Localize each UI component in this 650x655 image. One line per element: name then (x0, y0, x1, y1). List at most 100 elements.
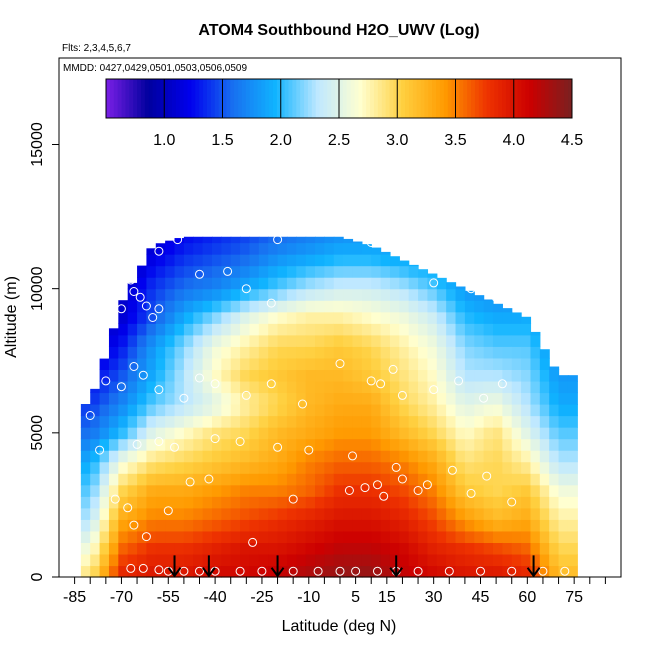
heatmap-cell (305, 507, 316, 520)
heatmap-cell (80, 404, 91, 417)
heatmap-cell (296, 380, 307, 394)
sample-point (138, 370, 148, 380)
heatmap-cell (446, 380, 457, 394)
heatmap-cell (474, 380, 485, 394)
heatmap-cell (221, 357, 232, 370)
heatmap-cell (521, 507, 532, 520)
heatmap-cell (230, 461, 241, 474)
heatmap-cell (211, 277, 222, 290)
heatmap-cell (137, 553, 148, 567)
heatmap-cell (221, 473, 232, 486)
colorbar-swatch (471, 79, 476, 118)
heatmap-cell (324, 346, 335, 359)
heatmap-cell (446, 323, 457, 336)
heatmap-cell (464, 484, 475, 497)
heatmap-cell (399, 427, 410, 440)
heatmap-cell (521, 415, 532, 428)
heatmap-cell (258, 334, 269, 347)
heatmap-cell (118, 404, 129, 417)
heatmap-cell (343, 542, 354, 555)
heatmap-cell (558, 380, 569, 394)
heatmap-cell (165, 473, 176, 486)
heatmap-cell (315, 242, 325, 255)
heatmap-cell (315, 323, 325, 336)
heatmap-cell (408, 369, 419, 382)
heatmap-cell (211, 565, 222, 578)
heatmap-cell (221, 346, 232, 359)
heatmap-cell (211, 323, 222, 336)
heatmap-cell (380, 496, 391, 509)
heatmap-cell (268, 334, 279, 347)
heatmap-cell (221, 380, 232, 394)
heatmap-cell (352, 519, 363, 532)
heatmap-cell (174, 254, 185, 267)
heatmap-cell (165, 254, 176, 267)
heatmap-cell (202, 496, 213, 509)
colorbar-swatch (428, 79, 433, 118)
heatmap-cell (99, 450, 110, 463)
heatmap-cell (268, 461, 279, 474)
heatmap-cell (277, 277, 288, 290)
heatmap-cell (371, 357, 382, 370)
heatmap-cell (464, 415, 475, 428)
heatmap-cell (315, 288, 325, 301)
heatmap-cell (165, 277, 176, 290)
colorbar-swatch (164, 79, 169, 118)
heatmap-cell (211, 392, 222, 405)
heatmap-cell (502, 369, 513, 382)
heatmap-cell (455, 334, 466, 347)
heatmap-cell (380, 484, 391, 497)
heatmap-cell (558, 484, 569, 497)
heatmap-cell (249, 438, 260, 451)
colorbar-swatch (249, 79, 255, 118)
colorbar-swatch (203, 79, 208, 118)
colorbar-swatch (513, 79, 519, 118)
heatmap-cell (352, 241, 363, 244)
heatmap-cell (446, 473, 457, 486)
heatmap-cell (315, 311, 325, 324)
heatmap-cell (296, 369, 307, 382)
heatmap-cell (389, 484, 400, 497)
heatmap-cell (333, 461, 344, 474)
heatmap-cell (389, 277, 400, 290)
heatmap-cell (464, 346, 475, 359)
heatmap-cell (427, 392, 438, 405)
heatmap-cell (296, 300, 307, 313)
heatmap-cell (230, 507, 241, 520)
heatmap-cell (371, 277, 382, 290)
heatmap-cell (183, 461, 194, 474)
heatmap-cell (371, 247, 382, 255)
heatmap-cell (183, 427, 194, 440)
heatmap-cell (361, 357, 372, 370)
heatmap-cell (99, 484, 110, 497)
heatmap-cell (221, 496, 232, 509)
heatmap-cell (530, 473, 541, 486)
heatmap-cell (352, 334, 363, 347)
heatmap-cell (315, 450, 325, 463)
heatmap-cell (427, 542, 438, 555)
heatmap-cell (502, 553, 513, 567)
sample-point (413, 566, 423, 576)
colorbar-swatch (113, 79, 119, 118)
sample-point (429, 278, 439, 288)
heatmap-cell (380, 450, 391, 463)
heatmap-cell (118, 530, 129, 543)
sample-point (241, 284, 251, 294)
heatmap-cell (286, 392, 297, 405)
heatmap-cell (427, 323, 438, 336)
heatmap-cell (146, 323, 157, 336)
heatmap-cell (155, 473, 166, 486)
heatmap-cell (277, 288, 288, 301)
heatmap-cell (502, 461, 513, 474)
heatmap-cell (80, 438, 91, 451)
heatmap-cell (240, 404, 251, 417)
heatmap-cell (474, 323, 485, 336)
heatmap-cell (277, 236, 288, 244)
heatmap-cell (286, 553, 297, 567)
heatmap-cell (230, 380, 241, 394)
heatmap-cell (464, 290, 475, 301)
heatmap-cell (165, 438, 176, 451)
heatmap-cell (90, 565, 101, 578)
heatmap-cell (230, 323, 241, 336)
heatmap-cell (268, 323, 279, 336)
